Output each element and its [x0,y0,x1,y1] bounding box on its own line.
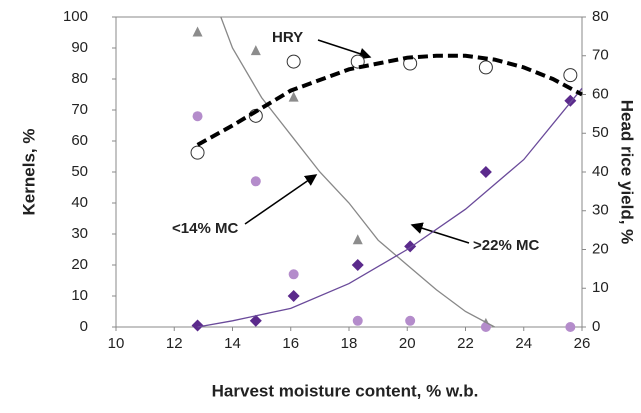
y-tick-label: 50 [71,163,88,180]
x-tick-label: 24 [515,335,532,352]
annotation: >22% MC [473,237,539,254]
x-tick-label: 16 [282,335,299,352]
circle-point [352,315,363,326]
circle-point [288,269,299,280]
diamond-point [249,314,262,327]
x-tick-label: 18 [341,335,358,352]
diamond-point [351,259,364,271]
y2-tick-label: 10 [592,279,609,296]
y-tick-label: 100 [63,8,88,25]
y-tick-label: 0 [80,318,88,335]
triangle-point [192,26,203,37]
y-tick-label: 40 [71,194,88,211]
y-tick-label: 60 [71,132,88,149]
diamond-point [564,94,577,107]
triangle-point [288,91,299,102]
open-circle-point [286,54,301,69]
open-circle-point [478,60,493,75]
circle-point [192,111,203,122]
x-tick-label: 26 [574,335,591,352]
y2-tick-label: 0 [592,318,600,335]
y-tick-label: 20 [71,256,88,273]
y-tick-label: 10 [71,287,88,304]
y2-tick-label: 30 [592,202,609,219]
y2-tick-label: 80 [592,8,609,25]
y-axis-title: Kernels, % [19,129,38,216]
circle-point [405,315,416,326]
annotation: HRY [272,29,303,46]
x-tick-label: 20 [399,335,416,352]
y2-axis-title: Head rice yield, % [618,100,637,245]
y2-tick-label: 40 [592,163,609,180]
y2-tick-label: 50 [592,124,609,141]
open-circle-point [190,145,205,160]
diamond-point [191,319,204,332]
y-tick-label: 70 [71,101,88,118]
y-tick-label: 90 [71,39,88,56]
triangle-point [250,45,261,56]
fit-line [196,53,583,147]
open-circle-point [563,68,578,83]
annotation: <14% MC [172,220,238,237]
diamond-point [479,166,492,178]
circle-point [480,322,491,332]
arrow [244,174,318,225]
arrow [410,222,470,244]
x-tick-label: 10 [108,335,125,352]
y2-tick-label: 60 [592,85,609,102]
open-circle-point [350,54,365,69]
x-tick-label: 14 [224,335,241,352]
x-axis-title: Harvest moisture content, % w.b. [212,381,479,400]
diamond-point [287,290,300,302]
y-tick-label: 30 [71,225,88,242]
circle-point [565,322,576,332]
circle-point [250,176,261,187]
fit-line [220,16,495,328]
fit-line [197,87,583,328]
y-tick-label: 80 [71,70,88,87]
y2-tick-label: 20 [592,240,609,257]
x-tick-label: 22 [457,335,474,352]
x-tick-label: 12 [166,335,183,352]
arrow [317,39,372,60]
y2-tick-label: 70 [592,47,609,64]
triangle-point [352,234,363,245]
